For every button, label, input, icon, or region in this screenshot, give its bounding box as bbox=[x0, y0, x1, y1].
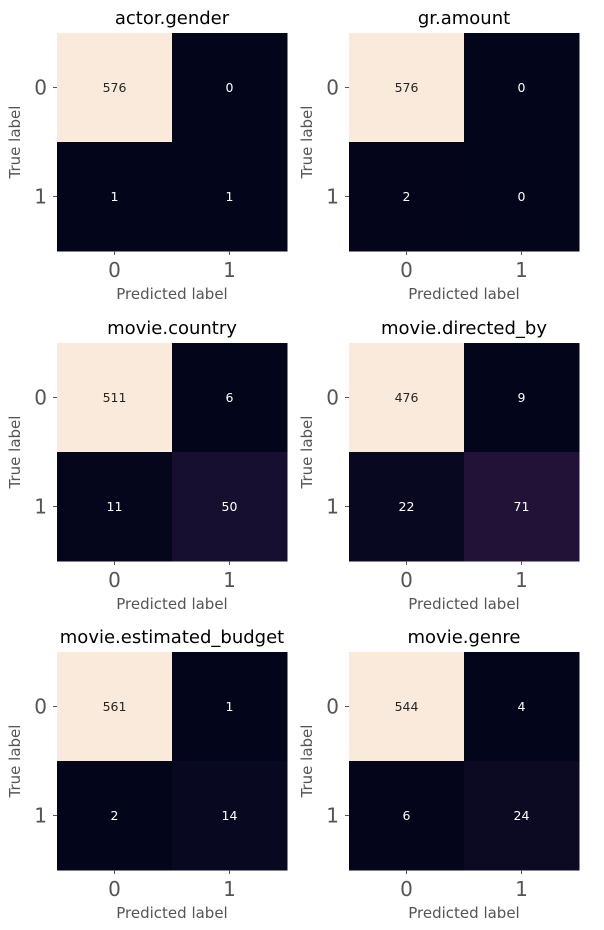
heatmap-cell bbox=[57, 142, 173, 252]
heatmap-cell bbox=[172, 652, 288, 762]
heatmap-cell bbox=[172, 142, 288, 252]
confusion-matrix-panel: actor.gender 576 0 1 1 0 1 0 1 Predicted label Tru… bbox=[6, 8, 288, 303]
cell-value-label: 14 bbox=[222, 808, 238, 823]
cell-value-label: 1 bbox=[226, 189, 234, 204]
y-tick-label: 1 bbox=[326, 185, 339, 209]
x-tick-label: 1 bbox=[223, 568, 236, 592]
cell-value-label: 476 bbox=[395, 390, 419, 405]
confusion-matrix-panel: gr.amount 576 0 2 0 0 1 0 1 Predicted label True l… bbox=[298, 8, 580, 303]
x-axis-label: Predicted label bbox=[116, 285, 227, 303]
x-tick-label: 0 bbox=[108, 568, 121, 592]
cell-value-label: 6 bbox=[226, 390, 234, 405]
confusion-matrix-panel: movie.directed_by 476 9 22 71 0 1 0 1 Predicted l… bbox=[298, 318, 580, 613]
y-axis-label: True label bbox=[298, 725, 316, 799]
x-tick-label: 0 bbox=[108, 258, 121, 282]
panel-title: movie.directed_by bbox=[381, 318, 547, 339]
y-tick-label: 0 bbox=[326, 386, 339, 410]
cell-value-label: 9 bbox=[518, 390, 526, 405]
cell-value-label: 4 bbox=[518, 699, 526, 714]
y-tick-label: 1 bbox=[34, 185, 47, 209]
x-tick-label: 1 bbox=[223, 258, 236, 282]
panel-title: actor.gender bbox=[115, 8, 230, 29]
y-tick-label: 0 bbox=[34, 695, 47, 719]
cell-value-label: 1 bbox=[111, 189, 119, 204]
cell-value-label: 544 bbox=[395, 699, 419, 714]
panel-title: movie.genre bbox=[408, 627, 521, 648]
cell-value-label: 576 bbox=[395, 80, 419, 95]
y-tick-label: 1 bbox=[34, 804, 47, 828]
cell-value-label: 71 bbox=[514, 499, 530, 514]
cell-value-label: 0 bbox=[518, 189, 526, 204]
cell-value-label: 24 bbox=[514, 808, 530, 823]
heatmap-cell bbox=[349, 33, 465, 143]
x-tick-label: 1 bbox=[515, 568, 528, 592]
y-tick-label: 1 bbox=[34, 495, 47, 519]
x-axis-label: Predicted label bbox=[408, 904, 519, 922]
cell-value-label: 50 bbox=[222, 499, 238, 514]
heatmap-cell bbox=[349, 761, 465, 871]
cell-value-label: 1 bbox=[226, 699, 234, 714]
x-axis-label: Predicted label bbox=[408, 285, 519, 303]
heatmap-cell bbox=[57, 343, 173, 453]
confusion-matrix-panel: movie.country 511 6 11 50 0 1 0 1 Predicted label… bbox=[6, 318, 288, 613]
heatmap-cell bbox=[57, 761, 173, 871]
y-tick-label: 0 bbox=[326, 695, 339, 719]
y-axis-label: True label bbox=[6, 416, 24, 490]
cell-value-label: 22 bbox=[399, 499, 415, 514]
panel-title: gr.amount bbox=[418, 8, 510, 29]
heatmap-cell bbox=[349, 452, 465, 562]
cell-value-label: 511 bbox=[103, 390, 127, 405]
y-tick-label: 0 bbox=[326, 76, 339, 100]
heatmap-cell bbox=[464, 343, 580, 453]
x-tick-label: 1 bbox=[223, 877, 236, 901]
y-axis-label: True label bbox=[6, 106, 24, 180]
heatmap-cell bbox=[464, 652, 580, 762]
confusion-matrix-panel: movie.genre 544 4 6 24 0 1 0 1 Predicted label Tru… bbox=[298, 627, 580, 922]
heatmap-cell bbox=[57, 652, 173, 762]
y-tick-label: 1 bbox=[326, 495, 339, 519]
cell-value-label: 11 bbox=[107, 499, 123, 514]
heatmap-cell bbox=[349, 652, 465, 762]
x-axis-label: Predicted label bbox=[408, 595, 519, 613]
heatmap-cell bbox=[172, 343, 288, 453]
cell-value-label: 0 bbox=[226, 80, 234, 95]
panel-title: movie.country bbox=[107, 318, 237, 339]
heatmap-cell bbox=[172, 33, 288, 143]
cell-value-label: 561 bbox=[103, 699, 127, 714]
y-tick-label: 0 bbox=[34, 76, 47, 100]
cell-value-label: 576 bbox=[103, 80, 127, 95]
y-tick-label: 0 bbox=[34, 386, 47, 410]
x-tick-label: 1 bbox=[515, 258, 528, 282]
x-tick-label: 0 bbox=[400, 258, 413, 282]
heatmap-cell bbox=[464, 33, 580, 143]
cell-value-label: 6 bbox=[403, 808, 411, 823]
heatmap-cell bbox=[172, 452, 288, 562]
x-tick-label: 0 bbox=[108, 877, 121, 901]
heatmap-cell bbox=[349, 142, 465, 252]
x-tick-label: 0 bbox=[400, 877, 413, 901]
y-tick-label: 1 bbox=[326, 804, 339, 828]
cell-value-label: 0 bbox=[518, 80, 526, 95]
confusion-matrix-panel: movie.estimated_budget 561 1 2 14 0 1 0 1 Predict… bbox=[6, 627, 288, 922]
heatmap-cell bbox=[57, 452, 173, 562]
heatmap-cell bbox=[464, 452, 580, 562]
heatmap-cell bbox=[464, 142, 580, 252]
x-tick-label: 1 bbox=[515, 877, 528, 901]
panel-title: movie.estimated_budget bbox=[60, 627, 284, 648]
cell-value-label: 2 bbox=[403, 189, 411, 204]
y-axis-label: True label bbox=[6, 725, 24, 799]
heatmap-cell bbox=[349, 343, 465, 453]
heatmap-cell bbox=[464, 761, 580, 871]
y-axis-label: True label bbox=[298, 106, 316, 180]
heatmap-cell bbox=[172, 761, 288, 871]
y-axis-label: True label bbox=[298, 416, 316, 490]
x-axis-label: Predicted label bbox=[116, 904, 227, 922]
cell-value-label: 2 bbox=[111, 808, 119, 823]
x-axis-label: Predicted label bbox=[116, 595, 227, 613]
x-tick-label: 0 bbox=[400, 568, 413, 592]
heatmap-cell bbox=[57, 33, 173, 143]
